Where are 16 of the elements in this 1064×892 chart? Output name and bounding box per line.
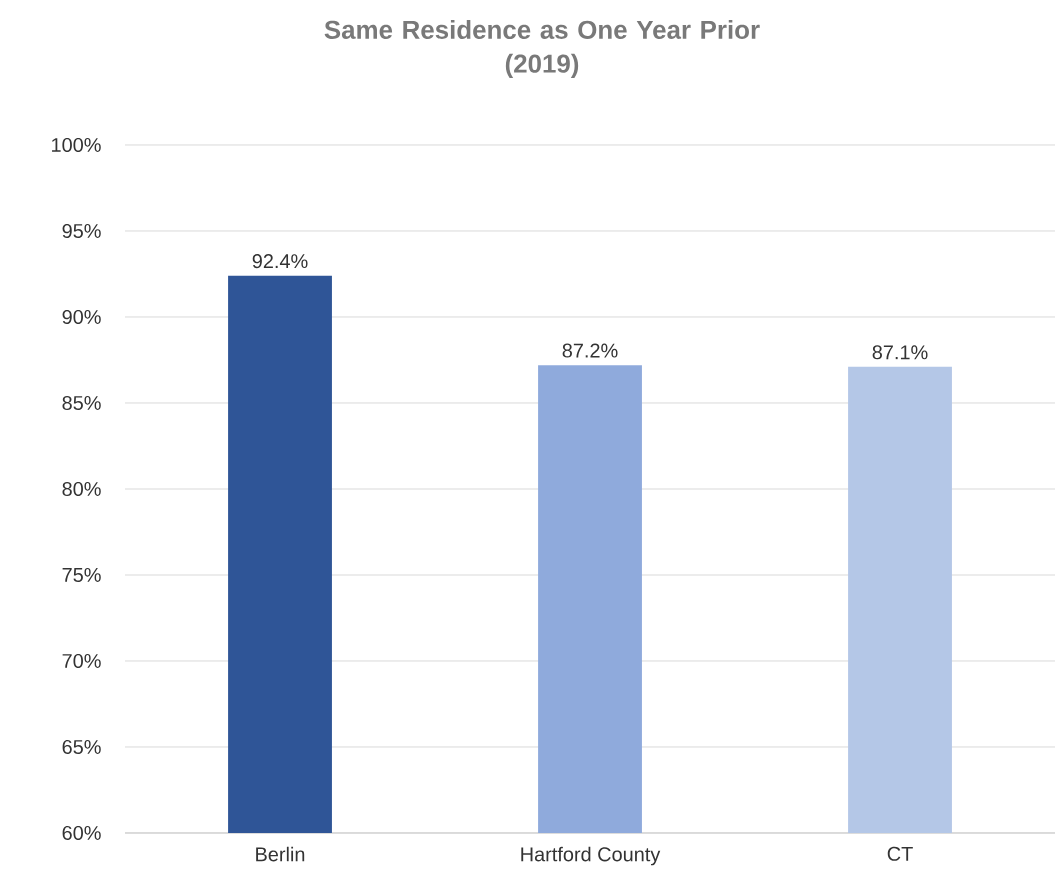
y-tick-label: 65%: [62, 739, 101, 755]
y-tick-label: 100%: [52, 137, 101, 153]
y-tick-label: 70%: [62, 653, 101, 669]
y-tick-label: 95%: [62, 223, 101, 239]
y-tick-label: 85%: [62, 395, 101, 411]
y-tick-label: 60%: [62, 825, 101, 841]
data-label: 92.4%: [252, 254, 308, 269]
y-tick-label: 90%: [62, 309, 101, 325]
y-tick-label: 75%: [62, 567, 101, 582]
x-tick-label: CT: [887, 846, 913, 861]
x-tick-label: Berlin: [256, 846, 305, 862]
y-tick-label: 80%: [62, 481, 101, 497]
x-tick-label: Hartford County: [521, 846, 661, 866]
chart-title: Same Residence as One Year Prior (2019): [324, 19, 760, 78]
data-label: 87.2%: [562, 343, 618, 358]
data-label: 87.1%: [872, 345, 928, 360]
